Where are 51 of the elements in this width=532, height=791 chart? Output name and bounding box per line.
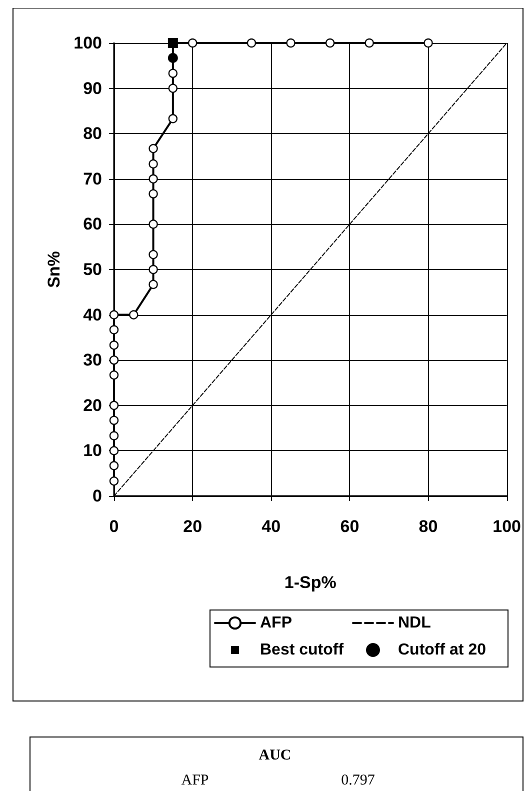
- y-tick-label: 40: [83, 305, 102, 324]
- y-tick-label: 20: [83, 396, 102, 415]
- point: [188, 38, 198, 48]
- y-tick-label: 10: [83, 441, 102, 460]
- point: [148, 174, 158, 184]
- point: [168, 84, 178, 93]
- point: [148, 220, 158, 229]
- y-tick-label: 70: [83, 169, 102, 188]
- x-tick-label: 100: [492, 517, 522, 536]
- point: [109, 325, 119, 334]
- point: [325, 38, 335, 48]
- point: [129, 310, 138, 320]
- point: [109, 416, 119, 425]
- y-tick-label: 90: [83, 78, 102, 98]
- y-axis-title: Sn%: [44, 251, 64, 288]
- point: [364, 38, 374, 48]
- point: [148, 280, 158, 290]
- point: [168, 68, 178, 78]
- point: [424, 38, 433, 48]
- point: [286, 38, 296, 48]
- point: [148, 159, 158, 169]
- y-tick-label: 60: [83, 214, 102, 234]
- text: AUC: [258, 748, 292, 764]
- x-tick-label: 20: [183, 517, 202, 536]
- text: AFP: [181, 772, 209, 788]
- y-tick-label: 100: [74, 34, 102, 52]
- x-tick-label: 60: [340, 517, 360, 536]
- legend-label: Cutoff at 20: [398, 642, 486, 658]
- legend-label: NDL: [398, 614, 432, 632]
- point: [148, 250, 158, 260]
- x-axis-title: 1-Sp%: [284, 573, 336, 592]
- point: [168, 114, 178, 124]
- point: [109, 370, 119, 380]
- point: [109, 476, 119, 486]
- point: [109, 431, 119, 440]
- y-tick-label: 80: [83, 124, 102, 144]
- point: [148, 144, 158, 154]
- x-tick-label: 40: [262, 517, 281, 536]
- point: [148, 189, 158, 198]
- legend-label: Best cutoff: [260, 642, 344, 658]
- text: 0.797: [341, 772, 376, 788]
- point: [148, 264, 158, 274]
- point: [109, 340, 119, 350]
- y-tick-label: 0: [92, 486, 102, 506]
- point: [109, 461, 119, 470]
- point: [246, 38, 256, 48]
- x-tick-label: 80: [418, 517, 438, 536]
- y-tick-label: 50: [83, 260, 102, 279]
- legend-label: AFP: [260, 614, 292, 632]
- x-tick-label: 0: [109, 517, 119, 536]
- y-tick-label: 30: [83, 350, 102, 370]
